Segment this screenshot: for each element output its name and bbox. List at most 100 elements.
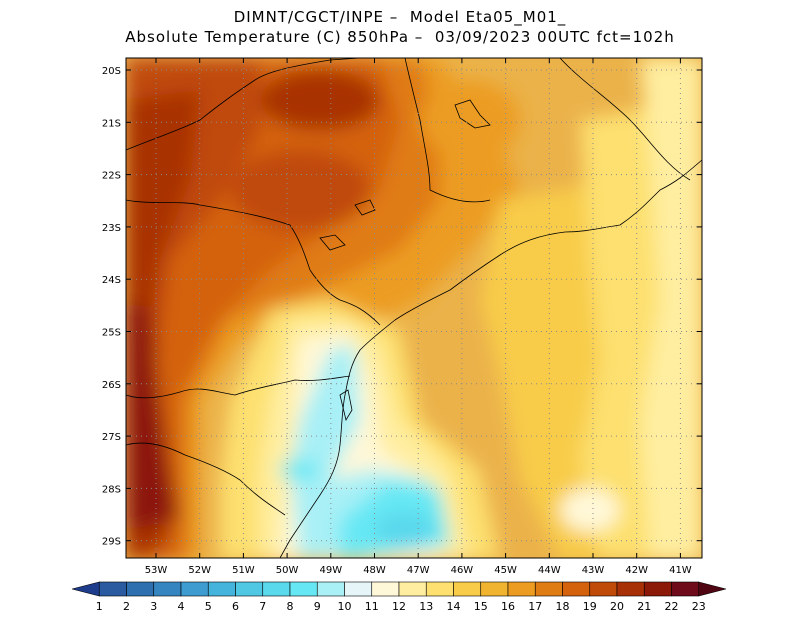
field-east-12 [560,488,620,532]
colorbar-swatch [562,581,591,597]
colorbar-label: 20 [610,600,624,613]
colorbar-label: 5 [205,600,212,613]
boundaries [126,58,702,558]
temperature-field [126,58,702,558]
lon-label: 42W [625,565,648,576]
lon-label: 53W [145,565,168,576]
colorbar-swatch [207,581,236,597]
lat-label: 24S [102,275,121,286]
lat-lon-grid [126,58,702,558]
reservoir-center [354,199,376,216]
colorbar-label: 19 [583,600,597,613]
lon-label: 41W [669,565,692,576]
lon-label: 51W [232,565,255,576]
lon-axis: 53W 52W 51W 50W 49W 48W 47W 46W 45W 44W 43W 42W 41W [145,58,692,576]
colorbar-label: 22 [665,600,679,613]
colorbar-label: 17 [528,600,542,613]
field-cool-9-west [280,460,320,480]
colorbar-label: 2 [123,600,130,613]
colorbar-label: 12 [392,600,406,613]
state-border-sp-pr [309,269,381,326]
state-border-rj-mg [559,58,691,181]
lat-label: 25S [102,328,121,339]
colorbar-label: 7 [259,600,266,613]
lon-label: 46W [451,565,474,576]
lon-label: 49W [319,565,342,576]
lat-label: 22S [102,171,121,182]
colorbar-swatch [425,581,454,597]
lat-label: 29S [102,537,121,548]
colorbar-swatch [180,581,209,597]
colorbar: 1 2 3 4 5 6 7 8 9 10 11 12 13 14 15 16 17 18 19 20 21 22 23 [71,581,727,613]
colorbar-label: 11 [365,600,379,613]
state-border-pr-sc [126,375,351,399]
colorbar-swatch [153,581,182,597]
field-warm-21-north [260,70,380,130]
lon-label: 43W [582,565,605,576]
state-border-mg-sp [404,58,491,203]
colorbar-label: 1 [96,600,103,613]
colorbar-label: 21 [637,600,651,613]
colorbar-swatch [589,581,618,597]
colorbar-label: 4 [178,600,185,613]
lat-label: 27S [102,432,121,443]
colorbar-swatch [262,581,291,597]
colorbar-label: 3 [150,600,157,613]
colorbar-label: 6 [232,600,239,613]
reservoir-parana [454,99,491,129]
chart-title-line1: DIMNT/CGCT/INPE – Model Eta05_M01_ [233,8,567,26]
lat-label: 26S [102,380,121,391]
lat-label: 20S [102,66,121,77]
colorbar-swatch [371,581,400,597]
map-frame [125,57,703,559]
colorbar-swatch [289,581,318,597]
colorbar-swatch [507,581,536,597]
colorbar-swatch [316,581,345,597]
colorbar-swatch [534,581,563,597]
lon-label: 44W [538,565,561,576]
colorbar-label: 16 [501,600,515,613]
colorbar-label: 8 [287,600,294,613]
colorbar-label: 18 [556,600,570,613]
colorbar-swatch [453,581,482,597]
lat-label: 23S [102,223,121,234]
colorbar-swatch [98,581,127,597]
lon-label: 45W [494,565,517,576]
colorbar-swatch [616,581,645,597]
field-east-17 [420,80,520,160]
colorbar-label: 13 [419,600,433,613]
coastline [279,159,702,558]
lat-label: 21S [102,118,121,129]
colorbar-label: 15 [474,600,488,613]
colorbar-swatch [235,581,264,597]
field-cool-8 [375,512,435,548]
colorbar-label: 14 [447,600,461,613]
reservoir-south [319,234,346,251]
field-warm-20-center [230,150,370,230]
colorbar-label: 23 [692,600,706,613]
colorbar-swatch [671,581,700,597]
colorbar-swatch [480,581,509,597]
state-border-north [126,58,361,151]
colorbar-label: 10 [338,600,352,613]
colorbar-swatch [71,581,100,597]
lat-axis: 20S 21S 22S 23S 24S 25S 26S 27S 28S 29S [102,66,702,548]
lon-label: 52W [188,565,211,576]
colorbar-swatch [698,581,727,597]
colorbar-swatch [126,581,155,597]
colorbar-swatch [643,581,672,597]
lon-label: 48W [363,565,386,576]
field-east-13 [640,58,702,558]
state-border-ms-pr [126,199,311,271]
lon-label: 47W [407,565,430,576]
field-warm-22 [126,300,180,530]
colorbar-swatch [398,581,427,597]
lagoon-coast [339,389,353,422]
chart-title-line2: Absolute Temperature (C) 850hPa – 03/09/… [125,28,675,46]
state-border-sc-rs [126,442,286,516]
colorbar-label: 9 [314,600,321,613]
lon-label: 50W [276,565,299,576]
lat-label: 28S [102,484,121,495]
colorbar-swatch [344,581,373,597]
